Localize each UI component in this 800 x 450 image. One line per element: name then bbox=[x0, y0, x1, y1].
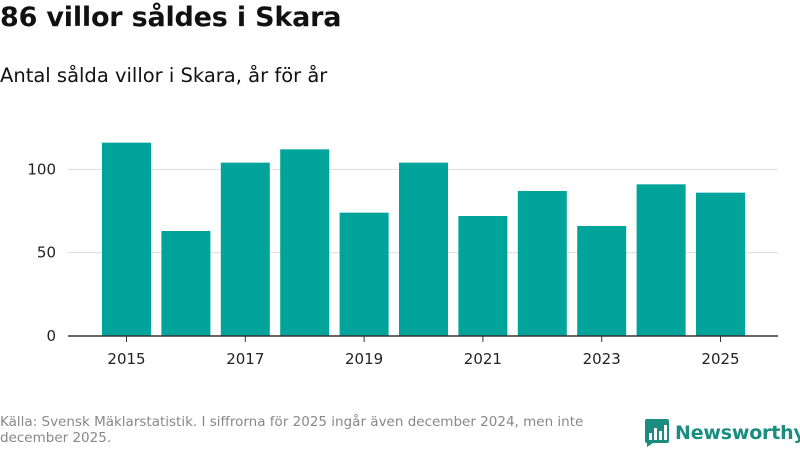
bar-2022 bbox=[517, 191, 567, 336]
bar-chart-logo-icon bbox=[645, 419, 669, 447]
bar-2017 bbox=[220, 162, 270, 336]
bar-2019 bbox=[339, 212, 389, 336]
bar-2018 bbox=[280, 149, 330, 336]
y-tick-label: 100 bbox=[27, 160, 56, 178]
x-tick-label: 2015 bbox=[107, 350, 145, 368]
chart-title: 86 villor såldes i Skara bbox=[0, 2, 342, 33]
bar-2020 bbox=[399, 162, 448, 336]
x-tick-label: 2019 bbox=[345, 350, 383, 368]
source-note: Källa: Svensk Mäklarstatistik. I siffror… bbox=[0, 414, 584, 446]
y-tick-label: 50 bbox=[37, 244, 56, 262]
brand-name: Newsworthy bbox=[675, 422, 800, 444]
y-tick-label: 0 bbox=[46, 327, 56, 345]
x-tick-label: 2025 bbox=[701, 350, 739, 368]
bar-2021 bbox=[458, 216, 508, 336]
x-tick-label: 2023 bbox=[583, 350, 621, 368]
bar-2025 bbox=[696, 192, 745, 336]
bar-2016 bbox=[161, 231, 211, 336]
bar-2024 bbox=[636, 184, 686, 336]
x-tick-label: 2021 bbox=[464, 350, 502, 368]
bar-chart: 0 50 100 2015 2017 2019 2021 2023 2025 bbox=[27, 142, 778, 368]
bar-2015 bbox=[102, 142, 151, 336]
bar-2023 bbox=[577, 226, 627, 336]
x-tick-label: 2017 bbox=[226, 350, 264, 368]
chart-subtitle: Antal sålda villor i Skara, år för år bbox=[0, 64, 328, 87]
brand: Newsworthy bbox=[645, 418, 800, 448]
